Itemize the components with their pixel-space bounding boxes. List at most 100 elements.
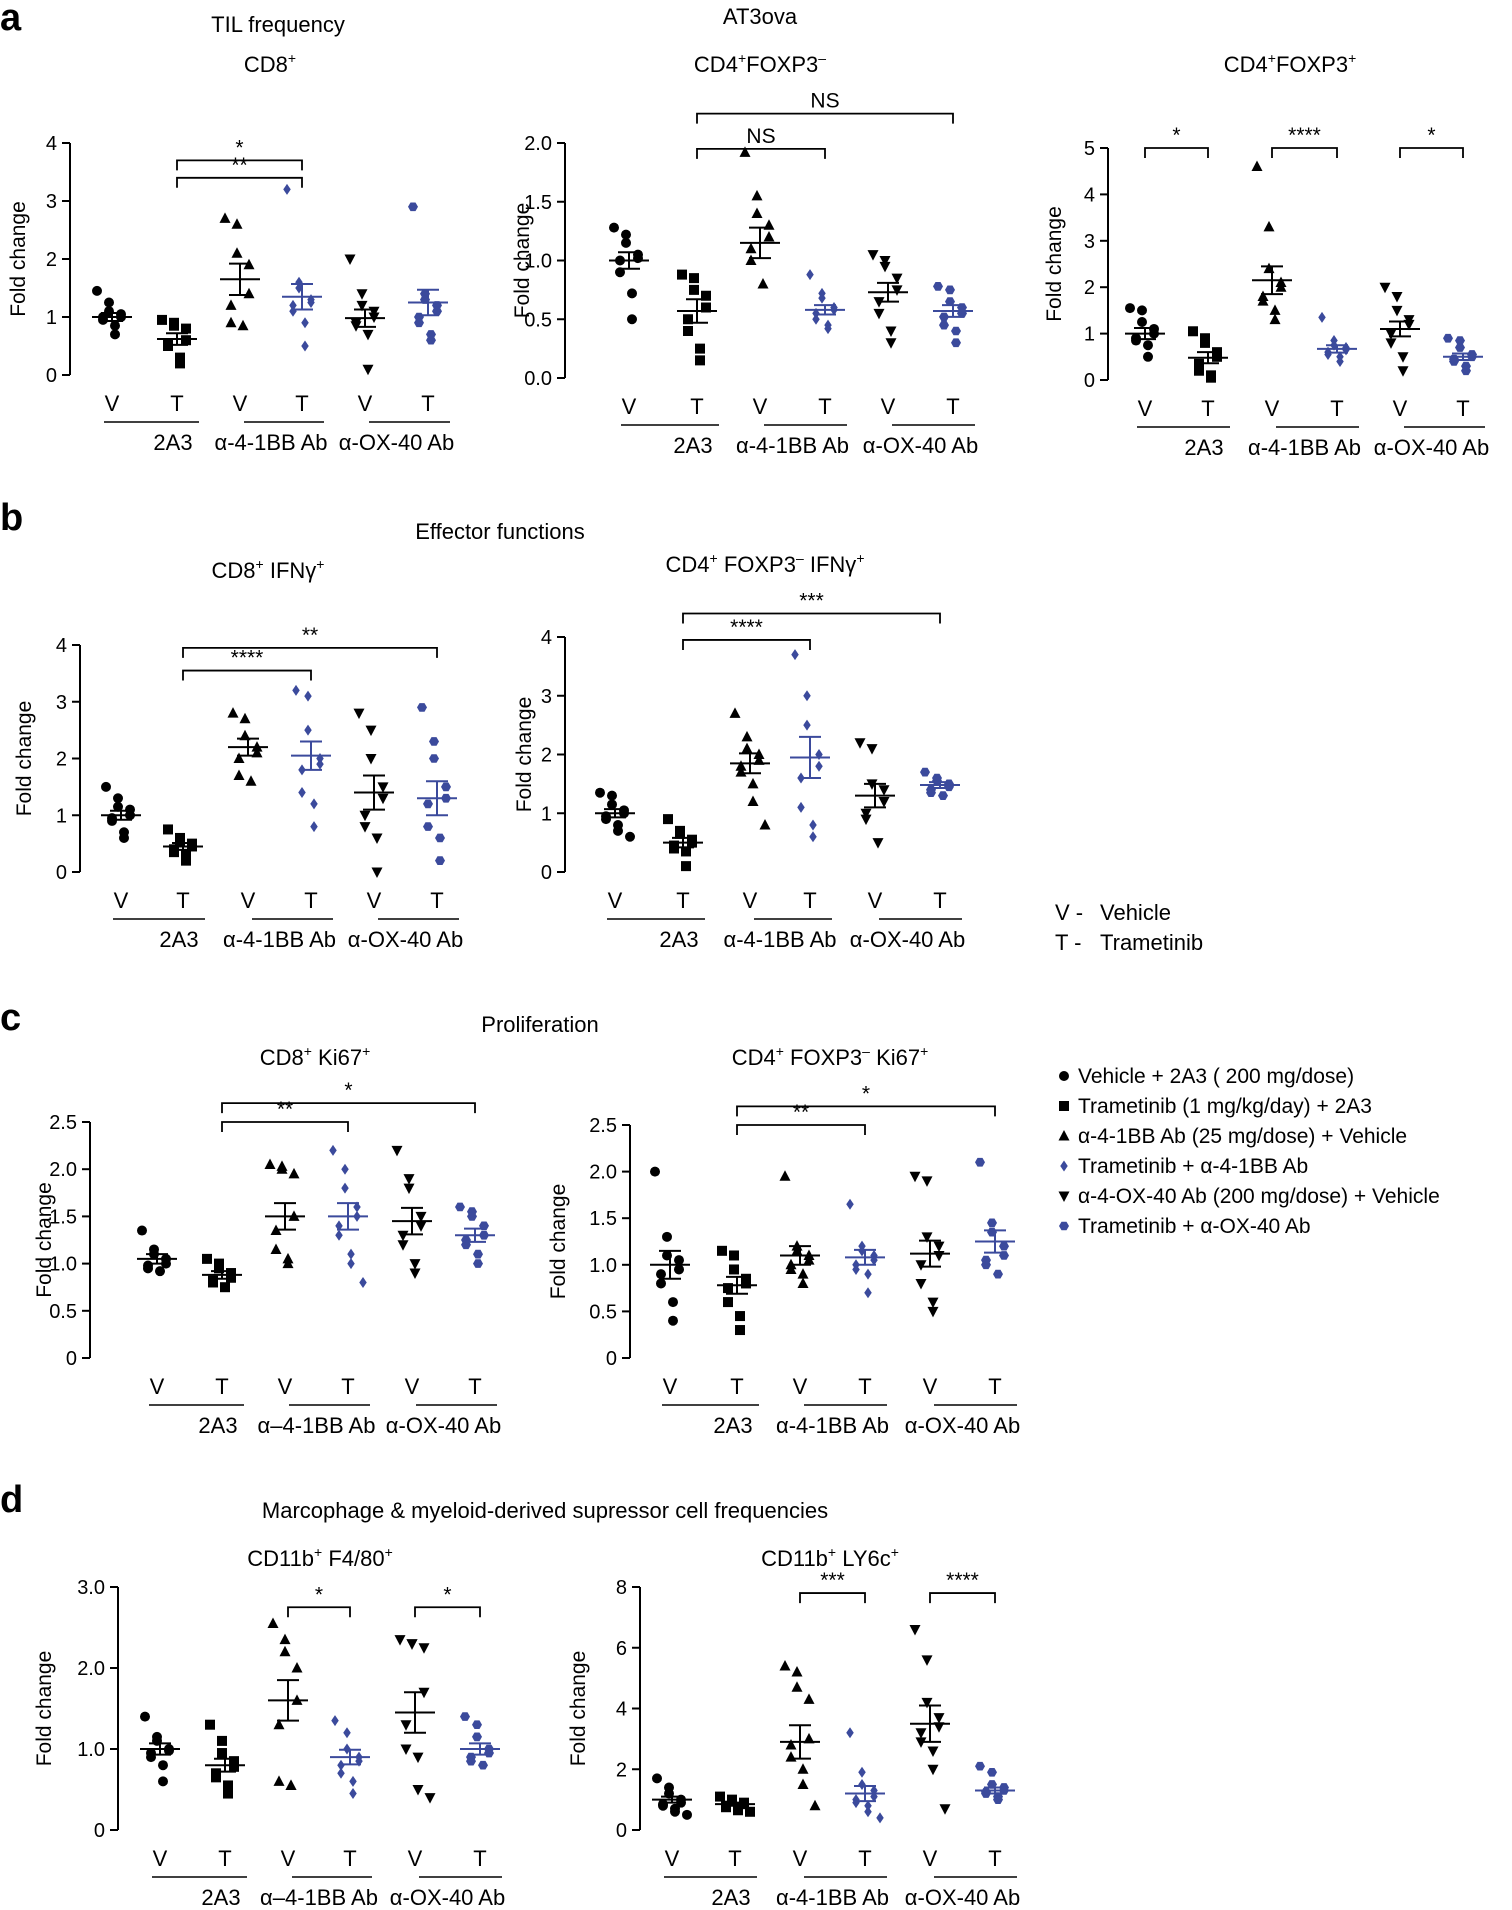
y-tick-label: 3 bbox=[46, 191, 57, 213]
series-2 bbox=[267, 1617, 308, 1790]
x-tick-label: V bbox=[233, 391, 248, 416]
data-point bbox=[741, 742, 753, 754]
group-label: α-OX-40 Ab bbox=[863, 433, 978, 458]
data-point bbox=[310, 821, 318, 833]
data-point bbox=[633, 253, 643, 264]
x-tick-label: T bbox=[295, 391, 308, 416]
x-tick-label: T bbox=[946, 394, 959, 419]
abbrev-text-vehicle: Vehicle bbox=[1100, 900, 1171, 925]
bracket-line bbox=[221, 1121, 349, 1132]
data-point bbox=[867, 250, 879, 261]
data-point bbox=[359, 1276, 367, 1288]
x-tick-label: V bbox=[923, 1846, 938, 1871]
x-tick-label: V bbox=[358, 391, 373, 416]
x-tick-label: T bbox=[988, 1846, 1001, 1871]
data-point bbox=[408, 202, 418, 212]
data-point bbox=[858, 1766, 866, 1778]
data-point bbox=[397, 1240, 409, 1251]
series-5 bbox=[1443, 333, 1483, 376]
data-point bbox=[747, 777, 759, 789]
data-point bbox=[815, 760, 823, 772]
y-axis-label: Fold change bbox=[33, 1182, 56, 1298]
panel-letter-b: b bbox=[0, 497, 23, 539]
series-2 bbox=[219, 212, 260, 331]
data-point bbox=[217, 1735, 227, 1746]
data-point bbox=[809, 819, 817, 831]
y-axis-label: Fold change bbox=[567, 1651, 590, 1767]
data-point bbox=[163, 341, 173, 351]
data-point bbox=[101, 781, 111, 792]
bracket-line bbox=[736, 1124, 866, 1135]
x-tick-label: V bbox=[281, 1846, 296, 1871]
y-axis-label: Fold change bbox=[7, 201, 30, 317]
data-point bbox=[409, 1268, 421, 1280]
title-superscript: – bbox=[796, 550, 804, 566]
data-point bbox=[864, 1806, 872, 1818]
data-point bbox=[301, 340, 309, 352]
data-point bbox=[797, 1763, 809, 1774]
y-tick-label: 2 bbox=[541, 745, 552, 767]
x-tick-label: T bbox=[933, 888, 946, 913]
data-point bbox=[609, 222, 619, 233]
group-label: 2A3 bbox=[198, 1413, 237, 1438]
x-tick-label: V bbox=[793, 1374, 808, 1399]
x-tick-label: V bbox=[881, 394, 896, 419]
significance-bracket: NS bbox=[696, 125, 826, 159]
data-point bbox=[211, 1772, 221, 1783]
data-point bbox=[298, 787, 306, 799]
data-point bbox=[852, 1797, 860, 1809]
data-point bbox=[739, 146, 751, 157]
significance-bracket: * bbox=[287, 1583, 351, 1618]
data-point bbox=[852, 1263, 860, 1275]
data-point bbox=[747, 795, 759, 806]
y-axis-label: Fold change bbox=[513, 697, 536, 813]
bracket-line bbox=[1399, 147, 1464, 158]
data-point bbox=[652, 1773, 662, 1784]
data-point bbox=[365, 725, 377, 737]
x-tick-label: V bbox=[1393, 396, 1408, 421]
data-point bbox=[806, 269, 814, 281]
legend-label: Trametinib + α-OX-40 Ab bbox=[1078, 1215, 1311, 1238]
data-point bbox=[735, 1325, 745, 1336]
data-point bbox=[745, 254, 757, 265]
data-point bbox=[291, 1662, 303, 1673]
group-label: α–4-1BB Ab bbox=[258, 1413, 376, 1438]
significance-label: * bbox=[344, 1079, 352, 1102]
x-tick-label: T bbox=[803, 888, 816, 913]
data-point bbox=[1137, 305, 1147, 316]
data-point bbox=[155, 1266, 165, 1277]
significance-label: *** bbox=[799, 590, 824, 613]
data-point bbox=[292, 684, 300, 696]
series-0 bbox=[1125, 303, 1165, 362]
series-1 bbox=[157, 314, 197, 369]
data-point bbox=[267, 1617, 279, 1628]
data-point bbox=[403, 1174, 415, 1185]
data-point bbox=[273, 1718, 285, 1730]
data-point bbox=[371, 833, 383, 844]
title-segment: Ki67 bbox=[870, 1045, 920, 1070]
series-4 bbox=[391, 1145, 432, 1280]
data-point bbox=[429, 737, 439, 746]
y-tick-label: 3 bbox=[56, 692, 67, 714]
series-3 bbox=[328, 1144, 368, 1288]
data-point bbox=[812, 313, 820, 325]
panel-letter-d: d bbox=[0, 1479, 23, 1521]
title-segment: FOXP3 bbox=[784, 1045, 862, 1070]
data-point bbox=[981, 1260, 991, 1270]
data-point bbox=[975, 1157, 985, 1167]
title-segment: LY6c bbox=[836, 1546, 891, 1571]
significance-bracket: * bbox=[1144, 124, 1209, 158]
data-point bbox=[409, 1259, 421, 1270]
data-point bbox=[163, 824, 173, 835]
data-point bbox=[1125, 303, 1135, 314]
x-tick-label: V bbox=[278, 1374, 293, 1399]
legend-marker bbox=[1059, 1101, 1069, 1111]
data-point bbox=[472, 1720, 482, 1729]
data-point bbox=[741, 730, 753, 742]
data-point bbox=[670, 1806, 680, 1817]
data-point bbox=[304, 724, 312, 736]
data-point bbox=[181, 335, 191, 346]
data-point bbox=[885, 326, 897, 337]
